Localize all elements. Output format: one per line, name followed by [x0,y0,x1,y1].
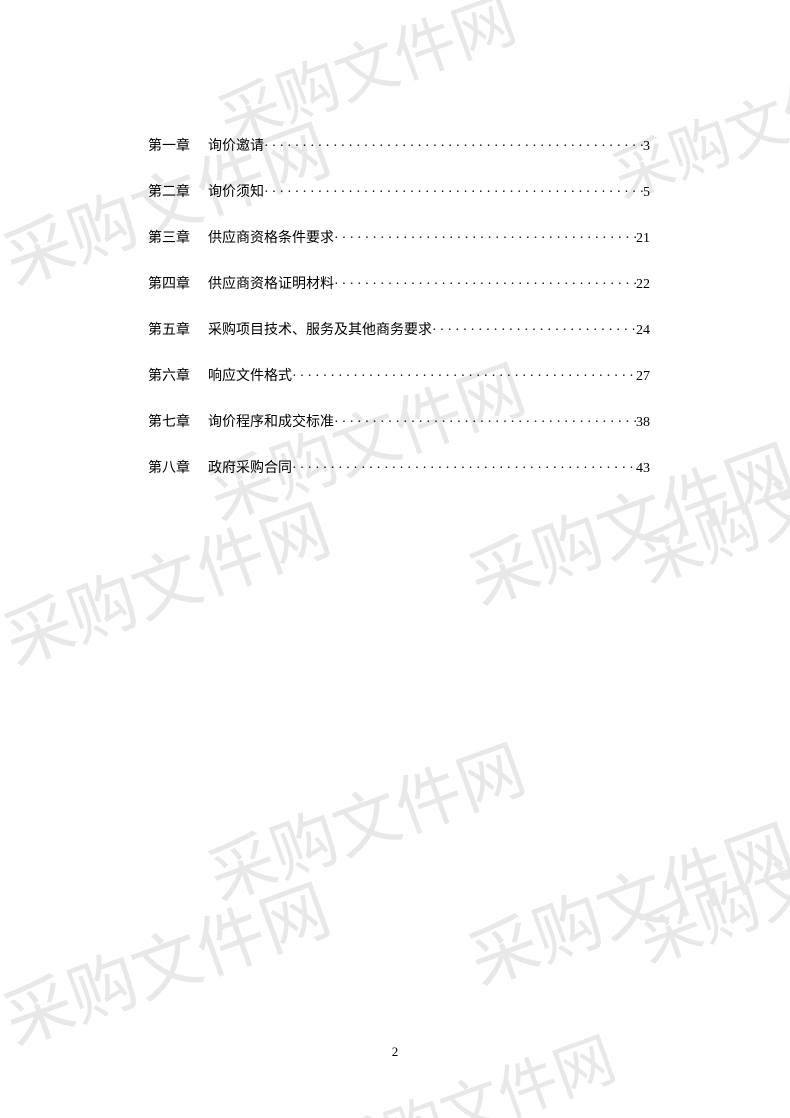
watermark-text: 采购文件网 [314,1011,626,1118]
toc-chapter-label: 第一章 [148,140,190,154]
toc-page-number: 3 [643,140,650,154]
toc-page-number: 43 [636,462,650,476]
toc-entry: 第七章 询价程序和成交标准····························… [148,416,650,430]
toc-page-number: 24 [636,324,650,338]
toc-page-number: 21 [636,232,650,246]
toc-title: 供应商资格条件要求 [208,232,334,246]
toc-title: 采购项目技术、服务及其他商务要求 [208,324,432,338]
toc-title: 询价程序和成交标准 [208,416,334,430]
table-of-contents: 第一章询价邀请·································… [148,140,650,508]
toc-leader-dots: ········································… [292,462,636,476]
toc-page-number: 22 [636,278,650,292]
watermark-text: 采购文件网 [0,855,342,1064]
toc-leader-dots: ········································… [292,370,636,384]
toc-leader-dots: ········································… [432,324,636,338]
toc-leader-dots: ········································… [264,140,643,154]
toc-chapter-label: 第五章 [148,324,190,338]
toc-title: 响应文件格式 [208,370,292,384]
toc-page-number: 27 [636,370,650,384]
toc-title: 政府采购合同 [208,462,292,476]
watermark-text: 采购文件网 [624,790,790,981]
page-number: 2 [0,1044,790,1060]
watermark-text: 采购文件网 [194,716,537,919]
toc-entry: 第三章 供应商资格条件要求····························… [148,232,650,246]
toc-chapter-label: 第二章 [148,186,190,200]
toc-entry: 第五章 采购项目技术、服务及其他商务要求·····················… [148,324,650,338]
watermark-text: 采购文件网 [204,0,526,160]
toc-entry: 第二章 询价须知·································… [148,186,650,200]
toc-entry: 第六章 响应文件格式·······························… [148,370,650,384]
toc-title: 供应商资格证明材料 [208,278,334,292]
toc-title: 询价邀请 [208,140,264,154]
toc-page-number: 38 [636,416,650,430]
toc-leader-dots: ········································… [334,278,636,292]
toc-leader-dots: ········································… [334,232,636,246]
toc-chapter-label: 第八章 [148,462,190,476]
toc-leader-dots: ········································… [264,186,643,200]
toc-chapter-label: 第六章 [148,370,190,384]
toc-chapter-label: 第四章 [148,278,190,292]
toc-chapter-label: 第七章 [148,416,190,430]
toc-entry: 第一章 询价邀请·································… [148,140,650,154]
toc-title: 询价须知 [208,186,264,200]
toc-page-number: 5 [643,186,650,200]
toc-entry: 第八章 政府采购合同·······························… [148,462,650,476]
toc-entry: 第四章 供应商资格证明材料····························… [148,278,650,292]
toc-chapter-label: 第三章 [148,232,190,246]
watermark-text: 采购文件网 [453,795,790,1004]
document-page: 采购文件网采购文件网采购文件网采购文件网采购文件网采购文件网采购文件网采购文件网… [0,0,790,1118]
toc-leader-dots: ········································… [334,416,636,430]
